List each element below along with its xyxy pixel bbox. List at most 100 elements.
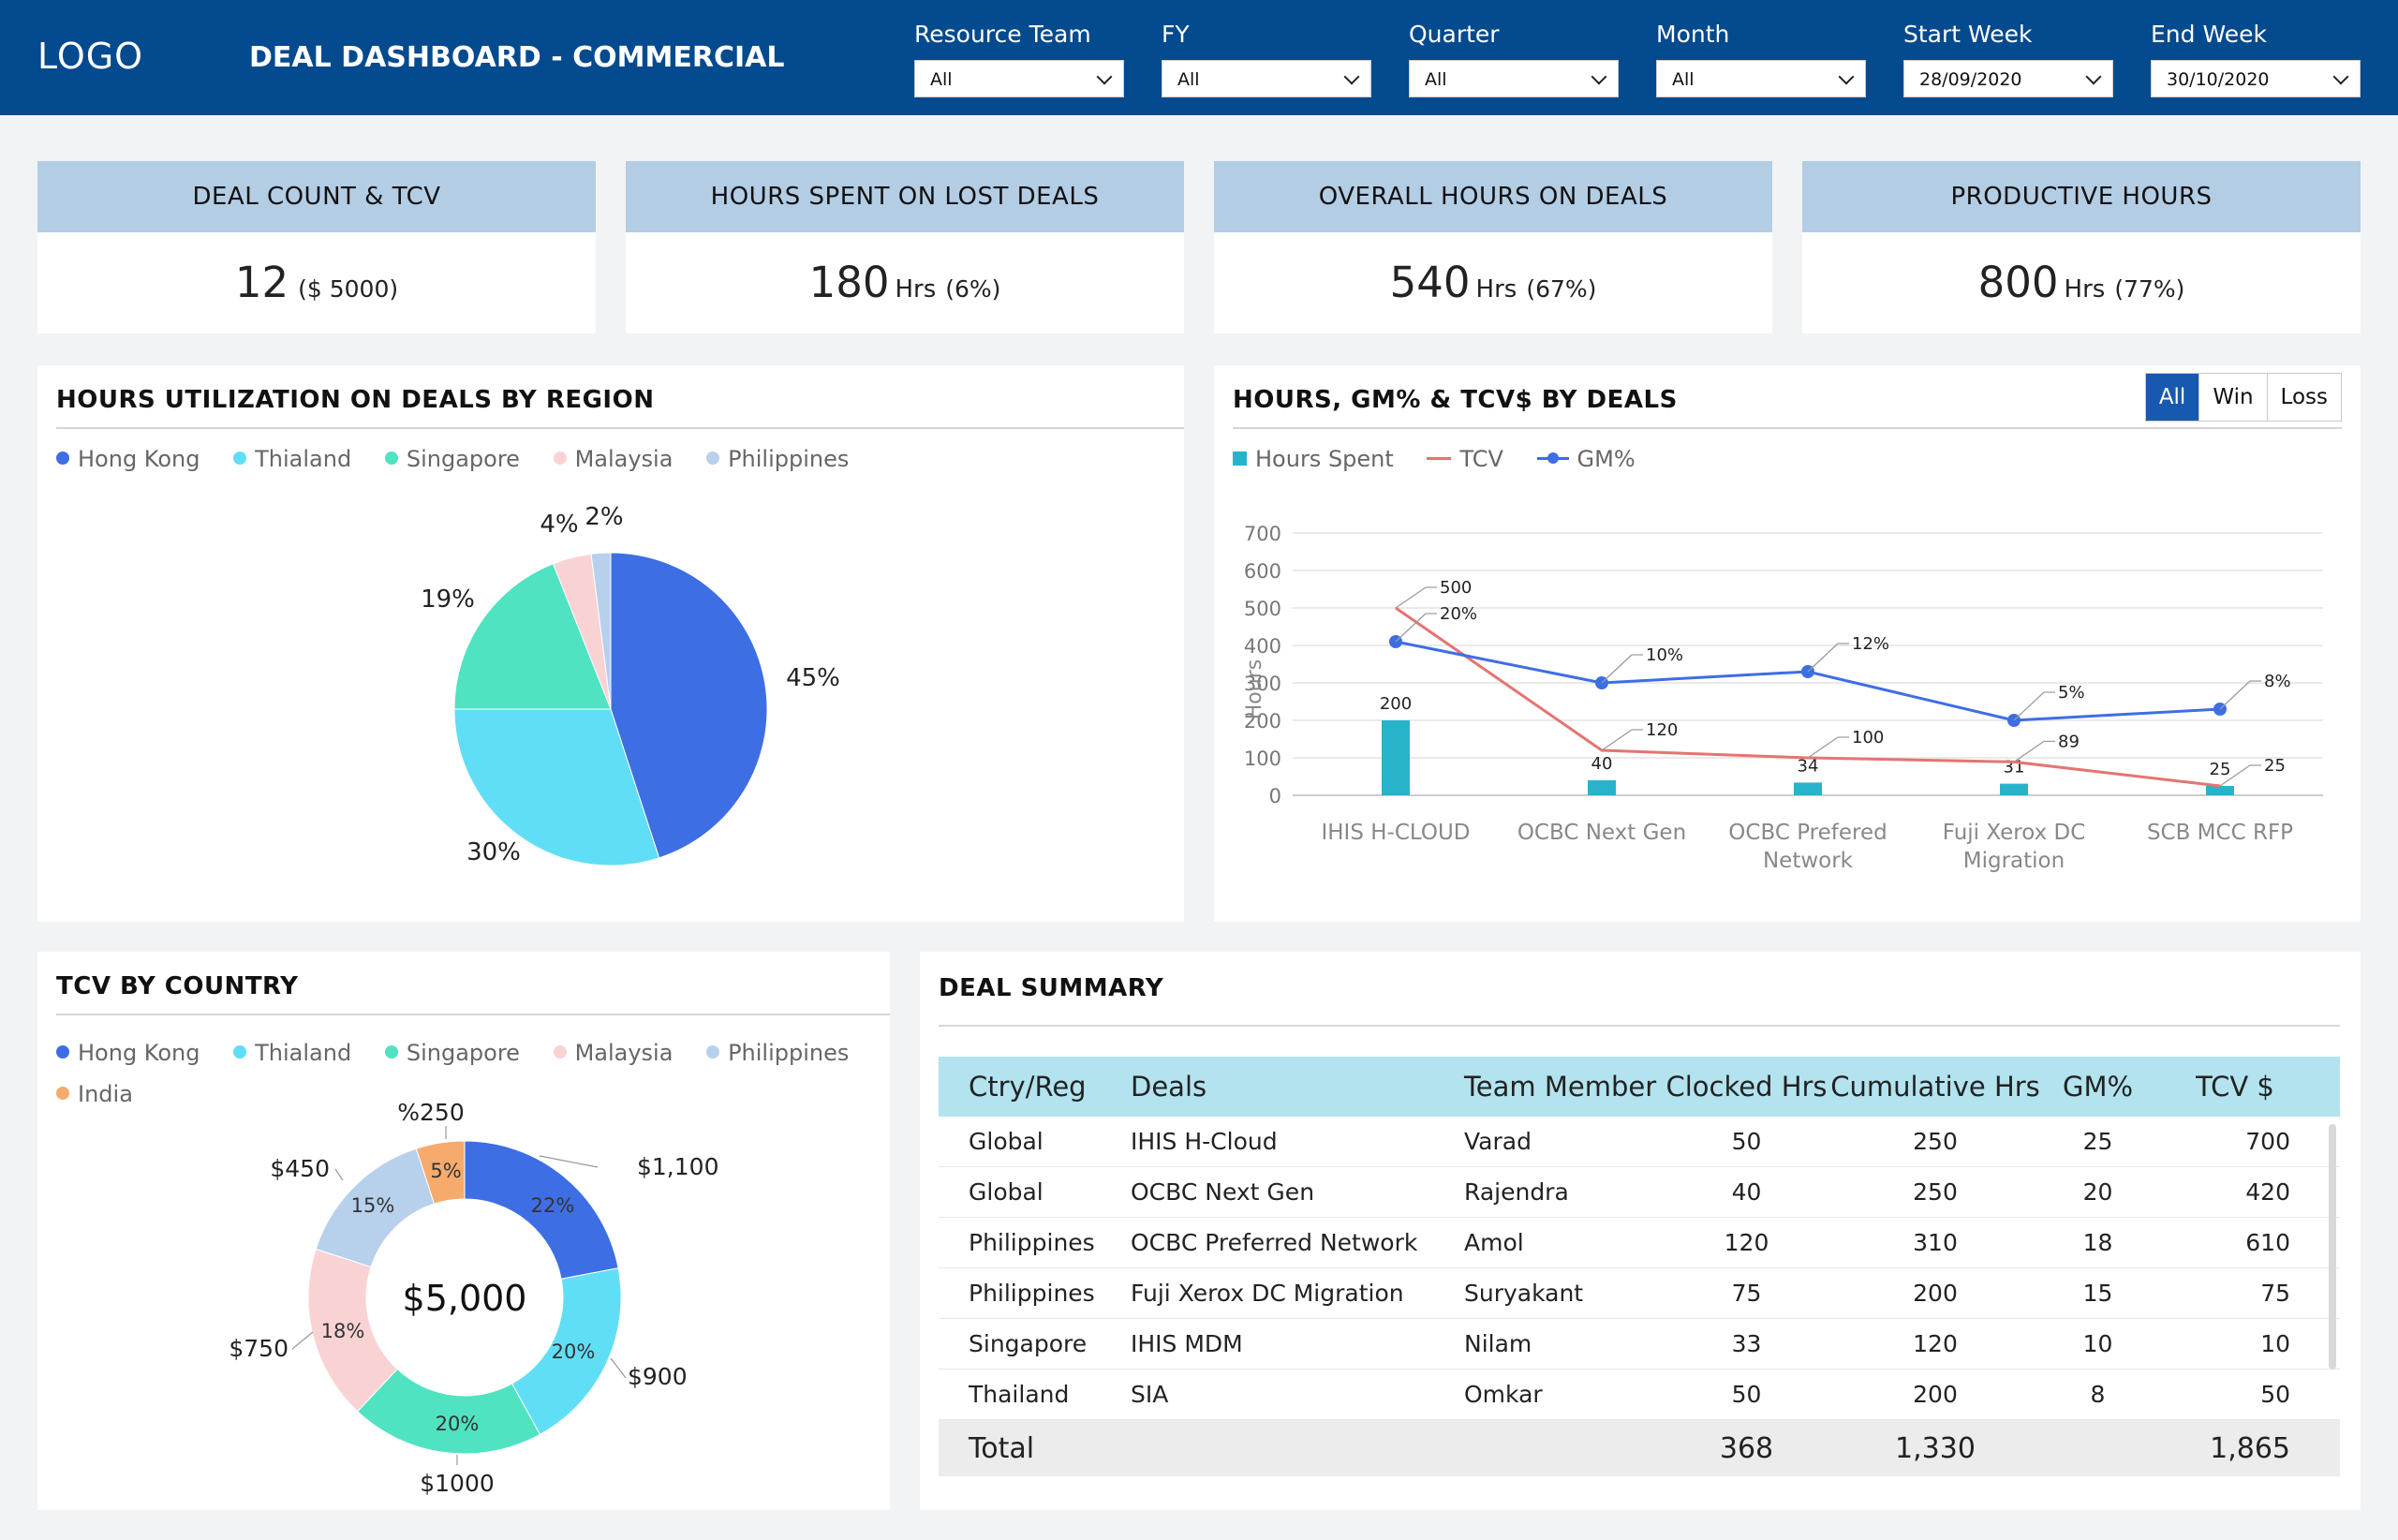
table-cell: 10 bbox=[2082, 1330, 2113, 1357]
filter-label: End Week bbox=[2151, 21, 2267, 48]
table-cell: Philippines bbox=[969, 1280, 1095, 1307]
legend-dot-icon bbox=[553, 1045, 567, 1059]
start-week-select[interactable]: 28/09/2020 bbox=[1903, 60, 2113, 97]
toggle-win-button[interactable]: Win bbox=[2198, 374, 2267, 421]
column-header[interactable]: Ctry/Reg bbox=[969, 1071, 1087, 1103]
table-cell: 1,865 bbox=[2210, 1431, 2290, 1465]
legend-item[interactable]: Malaysia bbox=[553, 446, 673, 472]
table-cell: Nilam bbox=[1464, 1330, 1532, 1357]
donut-value-label: $1000 bbox=[420, 1470, 495, 1497]
legend-dot-icon bbox=[384, 1045, 398, 1059]
kpi-value: 12 bbox=[234, 258, 289, 307]
deals-legend: Hours Spent TCV GM% bbox=[1233, 446, 1662, 472]
panel-title: TCV BY COUNTRY bbox=[56, 972, 299, 1000]
donut-pct-label: 18% bbox=[321, 1320, 365, 1342]
kpi-sub: ($ 5000) bbox=[298, 275, 399, 303]
kpi-title: DEAL COUNT & TCV bbox=[37, 161, 596, 232]
fy-select[interactable]: All bbox=[1162, 60, 1371, 97]
column-header[interactable]: GM% bbox=[2062, 1071, 2134, 1103]
chevron-down-icon bbox=[1591, 68, 1607, 85]
legend-item[interactable]: Thialand bbox=[233, 1032, 351, 1074]
column-header[interactable]: TCV $ bbox=[2196, 1071, 2274, 1103]
quarter-select[interactable]: All bbox=[1409, 60, 1619, 97]
legend-dot-icon bbox=[56, 1087, 69, 1100]
legend-item[interactable]: India bbox=[56, 1074, 133, 1115]
table-cell: 50 bbox=[2260, 1381, 2290, 1408]
table-cell: 40 bbox=[1731, 1178, 1762, 1206]
legend-item[interactable]: Singapore bbox=[384, 1032, 520, 1074]
legend-item[interactable]: Hong Kong bbox=[56, 446, 200, 472]
legend-item[interactable]: Singapore bbox=[384, 446, 520, 472]
legend-item[interactable]: Philippines bbox=[706, 446, 849, 472]
deals-combo-chart: 0 100 200 300 400 500 600 700 Hours IHIS H-CLOUD O… bbox=[1243, 523, 2323, 873]
table-cell: Amol bbox=[1464, 1229, 1524, 1256]
table-cell: 15 bbox=[2082, 1280, 2113, 1307]
deal-status-toggle: All Win Loss bbox=[2144, 373, 2342, 422]
kpi-value-row: 180 Hrs (6%) bbox=[626, 232, 1184, 333]
legend-label: TCV bbox=[1459, 446, 1503, 472]
legend-item[interactable]: Thialand bbox=[233, 446, 351, 472]
donut-value-label: $1,100 bbox=[637, 1153, 718, 1180]
table-scrollbar[interactable] bbox=[2329, 1124, 2336, 1370]
kpi-value-row: 12 ($ 5000) bbox=[37, 232, 596, 333]
x-tick-label: Network bbox=[1763, 849, 1854, 873]
table-row[interactable]: Philippines OCBC Preferred Network Amol 120… bbox=[939, 1218, 2340, 1268]
column-header[interactable]: Deals bbox=[1131, 1071, 1207, 1103]
column-header[interactable]: Team Member bbox=[1464, 1071, 1657, 1103]
legend-label: Philippines bbox=[728, 446, 850, 472]
y-tick-label: 300 bbox=[1244, 673, 1281, 695]
select-value: 28/09/2020 bbox=[1919, 69, 2022, 90]
table-cell: IHIS H-Cloud bbox=[1131, 1128, 1278, 1155]
donut-slice bbox=[464, 1140, 619, 1280]
toggle-all-button[interactable]: All bbox=[2145, 374, 2199, 421]
table-cell: 20 bbox=[2082, 1178, 2113, 1206]
legend-label: Hong Kong bbox=[78, 446, 200, 472]
divider bbox=[939, 1025, 2340, 1027]
hours-bar bbox=[1794, 782, 1822, 795]
table-row[interactable]: Thailand SIA Omkar 50 200 8 50 bbox=[939, 1370, 2340, 1420]
kpi-value: 180 bbox=[808, 258, 890, 307]
table-cell: OCBC Next Gen bbox=[1131, 1178, 1315, 1206]
legend-item[interactable]: Malaysia bbox=[553, 1032, 673, 1074]
table-row[interactable]: Global IHIS H-Cloud Varad 50 250 25 700 bbox=[939, 1117, 2340, 1167]
chevron-down-icon bbox=[2085, 68, 2102, 85]
deal-summary-panel: DEAL SUMMARY Ctry/Reg Deals Team Member … bbox=[920, 952, 2361, 1510]
legend-item[interactable]: Hours Spent bbox=[1233, 446, 1394, 472]
tcv-donut-chart: 22% $1,100 20% $900 20% $1000 18% $750 15% $450 5%… bbox=[229, 1099, 718, 1497]
legend-dot-icon bbox=[233, 452, 247, 465]
legend-dot-icon bbox=[56, 452, 69, 465]
end-week-select[interactable]: 30/10/2020 bbox=[2151, 60, 2361, 97]
kpi-card-lost-hours: HOURS SPENT ON LOST DEALS 180 Hrs (6%) bbox=[626, 161, 1184, 333]
legend-item[interactable]: TCV bbox=[1427, 446, 1503, 472]
column-header[interactable]: Cumulative Hrs bbox=[1830, 1071, 2040, 1103]
legend-item[interactable]: Hong Kong bbox=[56, 1032, 200, 1074]
pie-label: 30% bbox=[466, 838, 521, 866]
table-cell: Global bbox=[969, 1128, 1044, 1155]
table-cell: 200 bbox=[1913, 1280, 1958, 1307]
donut-value-label: $450 bbox=[270, 1155, 330, 1182]
legend-item[interactable]: Philippines bbox=[706, 1032, 849, 1074]
filter-label: Month bbox=[1656, 21, 1730, 48]
table-row[interactable]: Singapore IHIS MDM Nilam 33 120 10 10 bbox=[939, 1319, 2340, 1370]
resource-team-select[interactable]: All bbox=[914, 60, 1124, 97]
chevron-down-icon bbox=[1838, 68, 1855, 85]
table-row[interactable]: Philippines Fuji Xerox DC Migration Suryak… bbox=[939, 1268, 2340, 1319]
toggle-loss-button[interactable]: Loss bbox=[2266, 374, 2341, 421]
table-cell: 50 bbox=[1731, 1381, 1762, 1408]
select-value: All bbox=[1425, 69, 1447, 90]
month-select[interactable]: All bbox=[1656, 60, 1866, 97]
tcv-line bbox=[1395, 606, 2221, 788]
chevron-down-icon bbox=[1096, 68, 1113, 85]
donut-pct-label: 22% bbox=[531, 1194, 575, 1217]
x-tick-label: Migration bbox=[1963, 849, 2065, 873]
table-row[interactable]: Global OCBC Next Gen Rajendra 40 250 20 420 bbox=[939, 1167, 2340, 1218]
legend-item[interactable]: GM% bbox=[1536, 446, 1636, 472]
legend-dot-icon bbox=[553, 452, 567, 465]
logo: LOGO bbox=[37, 36, 144, 77]
column-header[interactable]: Clocked Hrs bbox=[1665, 1071, 1828, 1103]
panel-title: HOURS UTILIZATION ON DEALS BY REGION bbox=[56, 386, 655, 414]
y-tick-label: 100 bbox=[1244, 748, 1281, 770]
legend-label: Singapore bbox=[406, 446, 520, 472]
panel-title: DEAL SUMMARY bbox=[939, 974, 1164, 1002]
table-cell: 8 bbox=[2090, 1381, 2106, 1408]
